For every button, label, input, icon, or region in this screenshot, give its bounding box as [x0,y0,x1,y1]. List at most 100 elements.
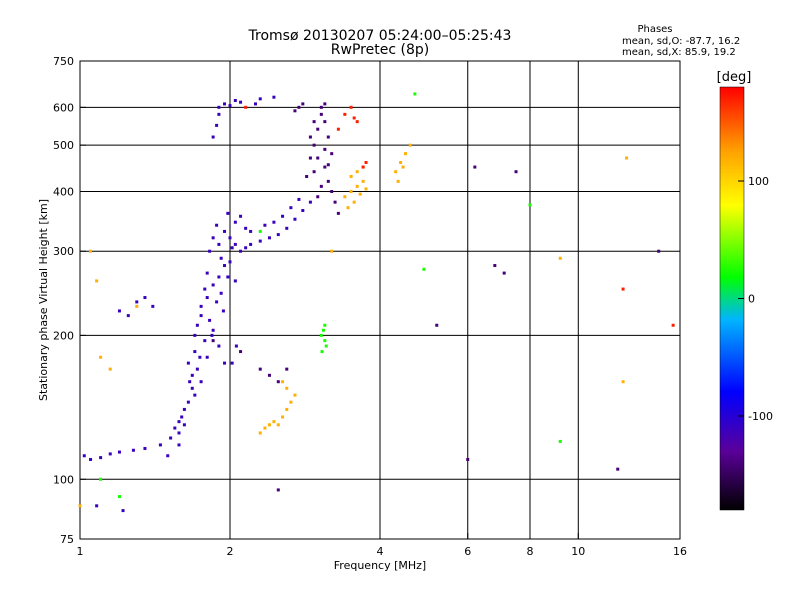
plot-area: 1 2 4 6 8 10 16 75 100 200 300 400 500 600 750 [53,55,687,558]
data-point [320,350,324,354]
data-point [316,156,320,160]
data-point [276,423,280,427]
data-point [319,333,323,337]
data-point [394,170,398,174]
data-point [413,92,417,96]
data-point [193,333,197,337]
data-point [473,165,477,169]
data-point [293,393,297,397]
data-point [308,135,312,139]
data-point [89,249,93,253]
data-point [333,200,337,204]
data-point [502,271,506,275]
data-point [233,220,237,224]
data-point [323,120,327,124]
data-point [326,179,330,183]
data-point [267,373,271,377]
data-point [173,426,177,430]
data-points [78,92,675,513]
data-point [230,361,234,365]
data-point [403,152,407,156]
data-point [211,328,215,332]
data-point [293,217,297,221]
data-point [211,135,215,139]
data-point [258,229,262,233]
data-point [258,97,262,101]
x-tick-label: 10 [571,545,585,558]
data-point [263,426,267,430]
chart-title: Tromsø 20130207 05:24:00–05:25:43 [248,28,512,44]
data-point [364,187,368,191]
data-point [558,256,562,260]
data-point [143,446,147,450]
data-point [305,174,309,178]
stats-title: Phases [637,24,672,35]
data-point [188,380,192,384]
data-point [234,344,238,348]
data-point [186,400,190,404]
y-tick-label: 100 [53,473,74,486]
data-point [244,246,248,250]
chart-subtitle: RwPretec (8p) [331,42,429,58]
stats-x: mean, sd,X: 85.9, 19.2 [622,47,736,58]
data-point [195,323,199,327]
x-tick-label: 8 [527,545,534,558]
data-point [211,283,215,287]
data-point [228,236,232,240]
data-point [180,415,184,419]
data-point [297,105,301,109]
data-point [285,386,289,390]
data-point [99,355,103,359]
data-point [312,143,316,147]
data-point [215,223,219,227]
data-point [281,380,285,384]
data-point [166,454,170,458]
data-point [244,105,248,109]
data-point [82,454,86,458]
y-tick-label: 200 [53,329,74,342]
data-point [435,323,439,327]
data-point [223,264,227,268]
data-point [399,160,403,164]
data-point [95,279,99,283]
data-point [272,95,276,99]
x-tick-label: 1 [77,545,84,558]
data-point [558,439,562,443]
y-tick-label: 500 [53,139,74,152]
data-point [89,457,93,461]
data-point [223,361,227,365]
data-point [221,309,225,313]
data-point [211,236,215,240]
data-point [135,304,139,308]
y-tick-label: 750 [53,55,74,68]
data-point [219,291,223,295]
data-point [258,239,262,243]
data-point [208,318,212,322]
data-point [199,314,203,318]
data-point [349,189,353,193]
data-point [233,99,237,103]
data-point [228,104,232,108]
colorbar-ticks: 100 0 -100 [738,175,773,423]
grid-lines [80,61,680,539]
data-point [301,209,305,213]
data-point [217,242,221,246]
data-point [323,339,327,343]
data-point [321,328,325,332]
data-point [258,431,262,435]
data-point [276,380,280,384]
data-point [99,477,103,481]
data-point [217,105,221,109]
data-point [177,431,181,435]
data-point [323,147,327,151]
colorbar-label: [deg] [717,70,752,85]
data-point [281,214,285,218]
data-point [258,367,262,371]
data-point [336,127,340,131]
y-tick-label: 300 [53,245,74,258]
data-point [205,296,209,300]
data-point [308,200,312,204]
data-point [293,109,297,113]
data-point [239,214,243,218]
